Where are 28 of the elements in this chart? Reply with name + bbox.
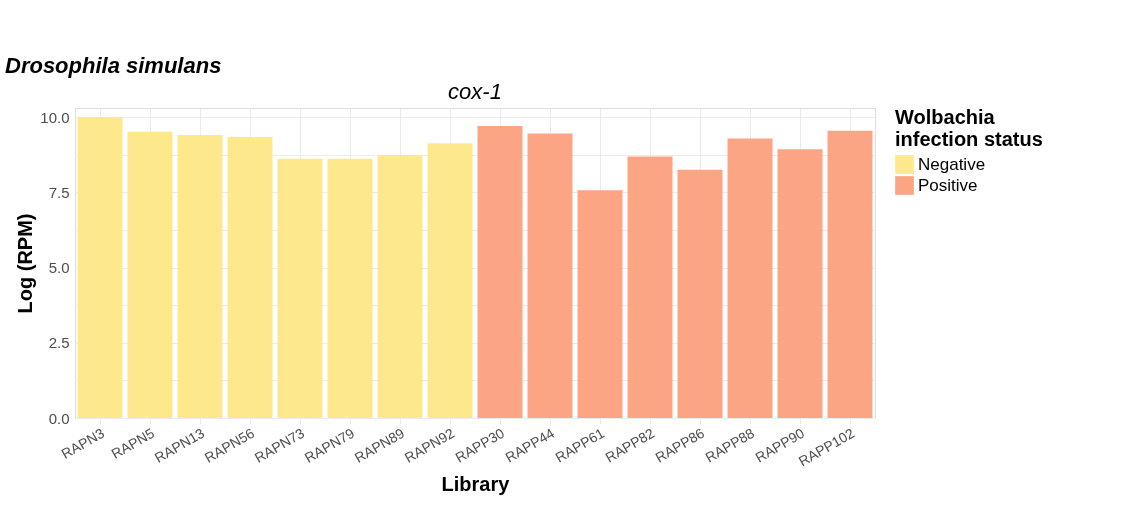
bar [427, 143, 473, 418]
bar [527, 133, 573, 418]
bar [327, 158, 373, 418]
legend-label: Negative [918, 154, 986, 174]
y-tick-label: 2.5 [48, 334, 70, 352]
bar [227, 136, 273, 418]
bar [127, 131, 173, 418]
y-axis-title: Log (RPM) [14, 213, 37, 314]
y-tick-label: 10.0 [40, 108, 70, 126]
x-axis-title: Library [441, 473, 511, 496]
bar [177, 135, 223, 418]
bar [77, 117, 123, 418]
bar [577, 190, 623, 418]
bar [477, 126, 523, 418]
y-tick-label: 5.0 [48, 259, 70, 277]
bar [627, 156, 673, 418]
bar [677, 169, 723, 418]
bar [377, 154, 423, 418]
bar [277, 158, 323, 418]
bar [777, 149, 823, 418]
legend-title: Wolbachia infection status [895, 106, 1043, 150]
y-tick-label: 7.5 [48, 183, 70, 201]
chart-title: Drosophila simulans [5, 53, 222, 78]
chart-subtitle: cox-1 [448, 79, 502, 104]
y-tick-label: 0.0 [48, 409, 70, 427]
bar [727, 138, 773, 418]
bar [827, 130, 873, 418]
legend-label: Positive [918, 175, 978, 195]
